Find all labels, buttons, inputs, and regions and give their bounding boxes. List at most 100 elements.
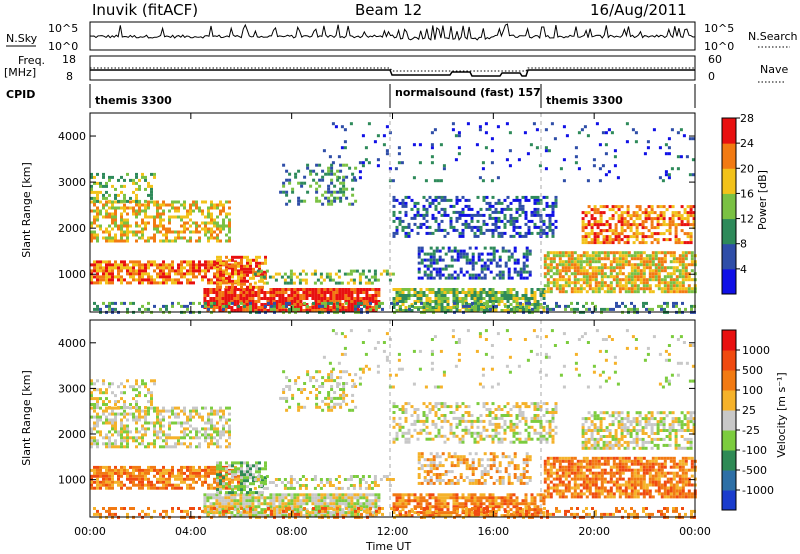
power-cell (144, 178, 147, 182)
power-cell (162, 233, 165, 237)
power-cell (606, 287, 610, 291)
power-cell (230, 300, 234, 303)
velocity-cell (201, 415, 204, 419)
power-cell (219, 263, 222, 267)
power-cell (500, 309, 504, 312)
velocity-cell (189, 445, 192, 449)
power-cell (123, 184, 126, 188)
power-cell (251, 306, 255, 309)
power-cell (90, 187, 93, 191)
power-cell (555, 281, 559, 285)
power-cell (627, 281, 631, 285)
power-cell (224, 291, 228, 294)
power-cell (174, 206, 177, 210)
power-cell (476, 210, 480, 214)
power-cell (509, 207, 513, 211)
velocity-cell (341, 511, 345, 515)
velocity-cell (192, 474, 195, 478)
velocity-cell (230, 502, 234, 506)
power-cell (262, 275, 266, 279)
velocity-cell (317, 496, 321, 500)
power-cell (123, 233, 126, 237)
power-cell (216, 203, 219, 207)
power-cell (297, 199, 301, 203)
velocity-cell (108, 465, 111, 469)
power-cell (503, 291, 507, 294)
power-cell (330, 178, 334, 182)
power-cell (135, 203, 138, 207)
power-cell (518, 198, 522, 202)
velocity-cell (102, 465, 105, 469)
power-cell (641, 220, 645, 224)
power-cell (105, 212, 108, 216)
power-cell (583, 125, 587, 129)
power-cell (594, 278, 598, 282)
power-cell (105, 181, 108, 185)
power-cell (641, 211, 645, 215)
velocity-cell (362, 502, 366, 506)
velocity-cell (165, 480, 168, 484)
power-cell (287, 288, 291, 291)
power-cell (672, 284, 676, 288)
power-cell (168, 239, 171, 243)
power-cell (159, 266, 162, 270)
power-cell (294, 307, 297, 311)
power-cell (449, 288, 453, 291)
power-cell (633, 278, 637, 282)
velocity-cell (242, 496, 246, 500)
velocity-cell (317, 505, 321, 509)
velocity-cell (278, 505, 282, 509)
velocity-cell (135, 430, 138, 434)
velocity-cell (227, 499, 231, 503)
power-cell (476, 213, 480, 217)
power-cell (129, 196, 132, 200)
power-cell (120, 281, 123, 285)
velocity-cell (240, 482, 243, 486)
velocity-cell (93, 480, 96, 484)
velocity-cell (102, 391, 105, 395)
power-cell (672, 301, 675, 305)
power-cell (210, 203, 213, 207)
power-cell (483, 267, 487, 271)
velocity-cell (150, 406, 153, 410)
power-cell (471, 261, 475, 265)
power-cell (263, 309, 267, 312)
velocity-cell (123, 424, 126, 428)
power-cell (236, 294, 240, 297)
power-cell (447, 276, 451, 280)
power-cell (105, 263, 108, 267)
power-cell (657, 304, 660, 308)
velocity-cell (183, 477, 186, 481)
power-cell (669, 266, 673, 270)
power-cell (297, 307, 300, 311)
velocity-cell (246, 467, 249, 471)
power-cell (644, 235, 648, 239)
velocity-cell (207, 486, 210, 490)
power-cell (361, 161, 365, 165)
power-cell (627, 275, 631, 279)
velocity-cell (263, 508, 267, 512)
power-cell (543, 260, 547, 264)
power-cell (370, 281, 374, 285)
velocity-cell (114, 415, 117, 419)
nsearch-label: N.Search (748, 30, 798, 43)
power-cell (599, 229, 603, 233)
power-cell (126, 272, 129, 276)
power-cell (123, 266, 126, 270)
power-cell (434, 207, 438, 211)
power-cell (544, 167, 548, 171)
power-cell (478, 128, 482, 132)
power-cell (516, 258, 520, 262)
velocity-cell (332, 499, 336, 503)
power-cell (573, 284, 577, 288)
power-cell (398, 210, 402, 214)
power-cell (539, 294, 543, 297)
power-cell (310, 272, 314, 276)
power-cell (558, 254, 562, 258)
power-cell (296, 291, 300, 294)
power-cell (377, 294, 381, 297)
power-cell (642, 269, 646, 273)
velocity-cell (234, 474, 237, 478)
power-cell (407, 294, 411, 297)
power-cell (512, 294, 516, 297)
